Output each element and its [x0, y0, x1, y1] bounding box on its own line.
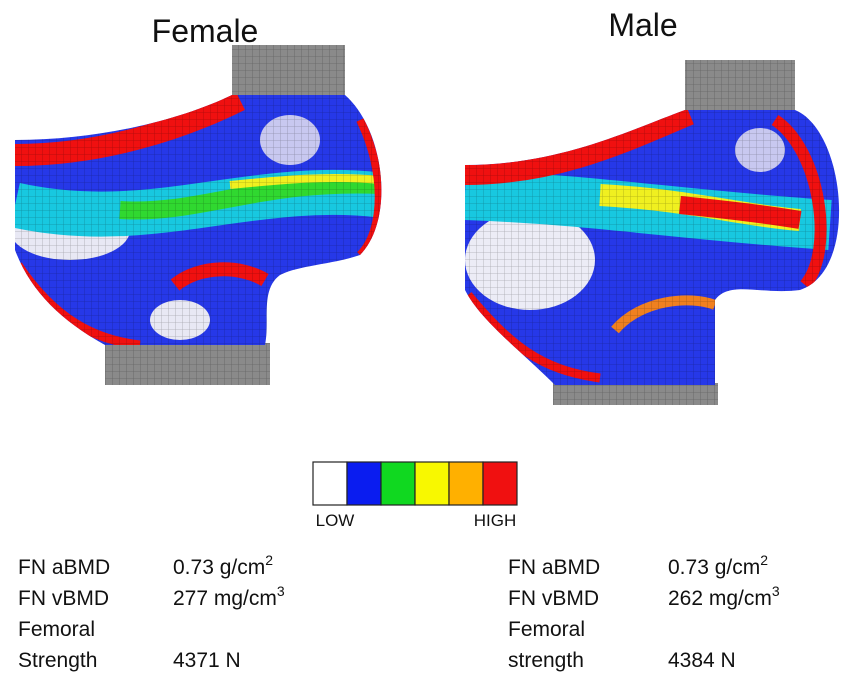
colorbar-swatch [483, 462, 517, 505]
colorbar-high-label: HIGH [474, 511, 517, 530]
panel-title: Male [608, 7, 677, 43]
stat-label: strength [508, 649, 584, 672]
colorbar-swatch [449, 462, 483, 505]
male-femur-model [455, 55, 843, 405]
stat-value: 0.73 g/cm2 [173, 552, 273, 579]
stat-label: Strength [18, 649, 97, 672]
stat-value-text: 4384 N [668, 649, 736, 672]
stat-label: Femoral [508, 618, 585, 641]
stat-value-text: 0.73 g/cm [668, 556, 760, 579]
stat-unit-exponent: 3 [772, 583, 780, 599]
colorbar-swatch [313, 462, 347, 505]
stat-value-text: 0.73 g/cm [173, 556, 265, 579]
stat-value-text: 277 mg/cm [173, 587, 277, 610]
stat-label: FN vBMD [18, 587, 109, 610]
stat-label: FN aBMD [18, 556, 110, 579]
stat-value: 277 mg/cm3 [173, 583, 285, 610]
stat-unit-exponent: 2 [760, 552, 768, 568]
stat-value-text: 4371 N [173, 649, 241, 672]
stat-value-text: 262 mg/cm [668, 587, 772, 610]
stat-label: Femoral [18, 618, 95, 641]
stat-unit-exponent: 2 [265, 552, 273, 568]
stat-unit-exponent: 3 [277, 583, 285, 599]
colorbar: LOW HIGH [313, 462, 517, 530]
panel-title: Female [152, 13, 259, 49]
stat-label: FN aBMD [508, 556, 600, 579]
colorbar-low-label: LOW [316, 511, 355, 530]
stat-value: 0.73 g/cm2 [668, 552, 768, 579]
stat-value: 4384 N [668, 649, 736, 672]
colorbar-swatch [381, 462, 415, 505]
figure: LOWHIGH FemaleFN aBMD0.73 g/cm2FN vBMD27… [0, 0, 843, 678]
stat-value: 262 mg/cm3 [668, 583, 780, 610]
stat-value: 4371 N [173, 649, 241, 672]
stat-label: FN vBMD [508, 587, 599, 610]
colorbar-swatch [347, 462, 381, 505]
colorbar-swatch [415, 462, 449, 505]
female-femur-model [0, 40, 400, 390]
